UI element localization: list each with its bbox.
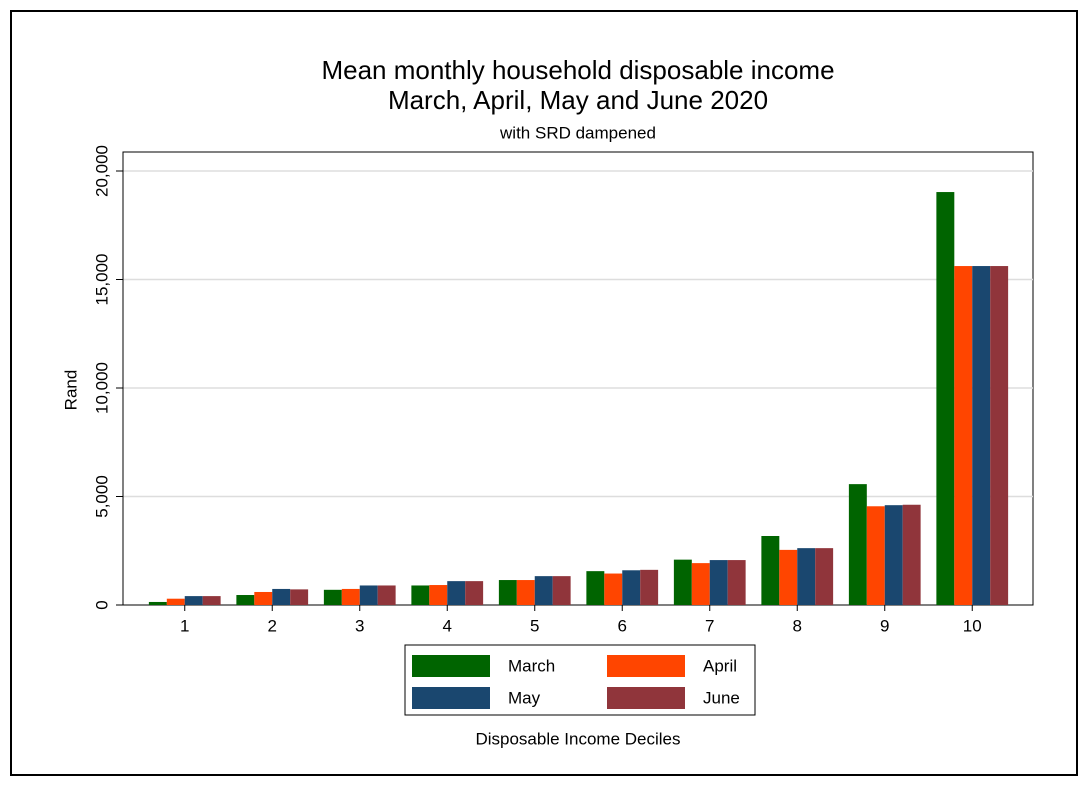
x-tick-label: 9 xyxy=(880,616,889,635)
bar xyxy=(202,596,221,605)
bar xyxy=(377,585,396,605)
y-tick-label: 15,000 xyxy=(92,254,111,306)
bar xyxy=(761,535,780,605)
bar xyxy=(341,588,360,605)
bar xyxy=(552,576,571,605)
y-tick-label: 20,000 xyxy=(92,145,111,197)
bar xyxy=(936,192,955,605)
bar xyxy=(272,588,291,605)
bar xyxy=(972,266,991,605)
x-tick-label: 7 xyxy=(705,616,714,635)
x-tick-label: 8 xyxy=(793,616,802,635)
bar xyxy=(954,266,973,605)
y-axis-label: Rand xyxy=(61,370,80,411)
y-tick-label: 10,000 xyxy=(92,362,111,414)
x-tick-label: 5 xyxy=(530,616,539,635)
x-tick-label: 3 xyxy=(355,616,364,635)
y-tick-label: 5,000 xyxy=(92,475,111,518)
x-tick-label: 6 xyxy=(618,616,627,635)
bar xyxy=(622,570,641,605)
legend-label: June xyxy=(703,688,740,707)
bar xyxy=(866,506,885,605)
bar xyxy=(779,549,798,605)
chart-title: March, April, May and June 2020 xyxy=(388,85,768,115)
bar xyxy=(727,560,746,605)
bar xyxy=(166,598,185,605)
bar xyxy=(691,563,710,605)
x-tick-label: 4 xyxy=(443,616,452,635)
bar xyxy=(290,589,309,605)
bar xyxy=(236,595,255,605)
bar xyxy=(447,581,466,605)
bar xyxy=(815,548,834,605)
bar xyxy=(359,585,378,605)
bar xyxy=(254,591,273,605)
bar xyxy=(709,560,728,605)
bar xyxy=(465,581,484,605)
bar xyxy=(429,585,448,605)
bar xyxy=(516,580,535,605)
bar xyxy=(184,596,203,605)
bar xyxy=(884,505,903,605)
bar xyxy=(673,559,692,605)
legend-swatch xyxy=(607,687,685,709)
bar xyxy=(323,589,342,605)
bar xyxy=(498,580,517,605)
frame xyxy=(10,10,1078,776)
bar xyxy=(902,504,921,605)
bar xyxy=(586,571,605,605)
legend-label: May xyxy=(508,688,541,707)
bar xyxy=(148,601,167,605)
chart-title: Mean monthly household disposable income xyxy=(321,55,834,85)
legend-label: March xyxy=(508,656,555,675)
bar xyxy=(604,573,623,605)
bar xyxy=(990,266,1009,605)
legend-swatch xyxy=(412,655,490,677)
x-tick-label: 1 xyxy=(180,616,189,635)
legend-label: April xyxy=(703,656,737,675)
bar xyxy=(534,576,553,605)
x-tick-label: 10 xyxy=(963,616,982,635)
chart-subtitle: with SRD dampened xyxy=(499,123,656,142)
bar xyxy=(640,569,659,605)
x-tick-label: 2 xyxy=(268,616,277,635)
legend-swatch xyxy=(607,655,685,677)
x-axis-label: Disposable Income Deciles xyxy=(475,729,680,748)
bar xyxy=(411,585,430,605)
y-tick-label: 0 xyxy=(92,600,111,609)
bar xyxy=(797,548,816,605)
legend-swatch xyxy=(412,687,490,709)
bar xyxy=(848,484,867,605)
